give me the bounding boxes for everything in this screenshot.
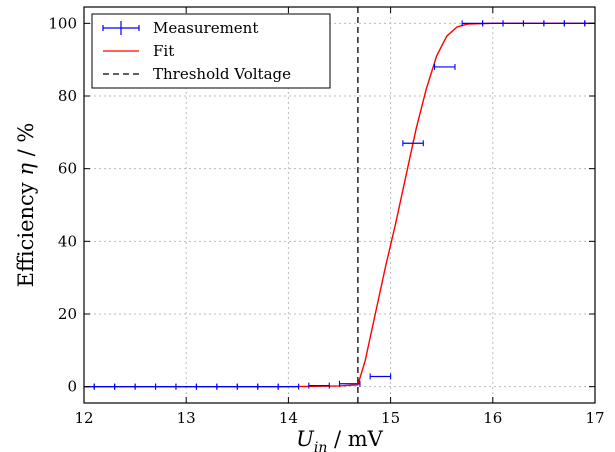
measurement-point — [502, 20, 525, 27]
legend-item-fit: Fit — [103, 42, 174, 60]
x-tick-label: 15 — [381, 409, 400, 427]
y-axis-label-unit: / % — [14, 123, 38, 163]
measurement-point — [154, 383, 177, 390]
y-tick-label: 100 — [48, 14, 77, 32]
x-axis-label: Uin / mV — [296, 427, 384, 452]
measurement-point — [257, 383, 279, 390]
measurement-point — [433, 63, 456, 70]
measurement-point — [369, 373, 392, 380]
legend-label-threshold: Threshold Voltage — [153, 65, 291, 83]
legend-label-measurement: Measurement — [153, 19, 258, 37]
measurement-point — [461, 20, 484, 27]
x-axis-label-subscript: in — [314, 440, 328, 452]
measurement-point — [216, 383, 238, 390]
measurement-point — [402, 140, 424, 147]
x-tick-label: 13 — [177, 409, 196, 427]
x-tick-label: 12 — [74, 409, 93, 427]
y-tick-label: 0 — [67, 378, 77, 396]
plot-frame — [83, 6, 596, 404]
legend-label-fit: Fit — [153, 42, 174, 60]
fit-curve — [84, 22, 595, 388]
measurement-point — [93, 383, 116, 390]
x-tick-label: 16 — [483, 409, 502, 427]
legend-item-measurement: Measurement — [102, 19, 258, 37]
y-axis-label: Efficiency η / % — [14, 123, 38, 288]
x-tick-label: 17 — [585, 409, 604, 427]
y-tick-label: 20 — [58, 305, 77, 323]
measurement-point — [308, 382, 330, 389]
y-axis-label-text: Efficiency — [14, 176, 38, 288]
fit-curve-layer — [84, 22, 595, 388]
legend-item-threshold: Threshold Voltage — [103, 65, 291, 83]
x-axis-label-unit: / mV — [327, 427, 383, 451]
y-tick-label: 80 — [58, 87, 77, 105]
legend: Measurement Fit Threshold Voltage — [91, 13, 331, 89]
measurement-point — [522, 20, 545, 27]
measurement-point — [114, 383, 136, 390]
measurement-point — [277, 383, 300, 390]
measurement-points-layer — [84, 20, 595, 390]
measurement-point — [543, 20, 565, 27]
y-tick-label: 40 — [58, 232, 77, 250]
x-tick-label: 14 — [279, 409, 298, 427]
measurement-point — [195, 383, 218, 390]
measurement-point — [134, 383, 157, 390]
y-axis-label-symbol: η — [14, 163, 38, 176]
measurement-point — [338, 380, 361, 387]
y-tick-label: 60 — [58, 160, 77, 178]
measurement-point — [563, 20, 586, 27]
axis-ticks: 12 13 14 15 16 17 0 20 40 60 80 100 — [48, 7, 605, 427]
measurement-point — [236, 383, 259, 390]
measurement-point — [482, 20, 504, 27]
x-axis-label-symbol: U — [296, 427, 315, 451]
